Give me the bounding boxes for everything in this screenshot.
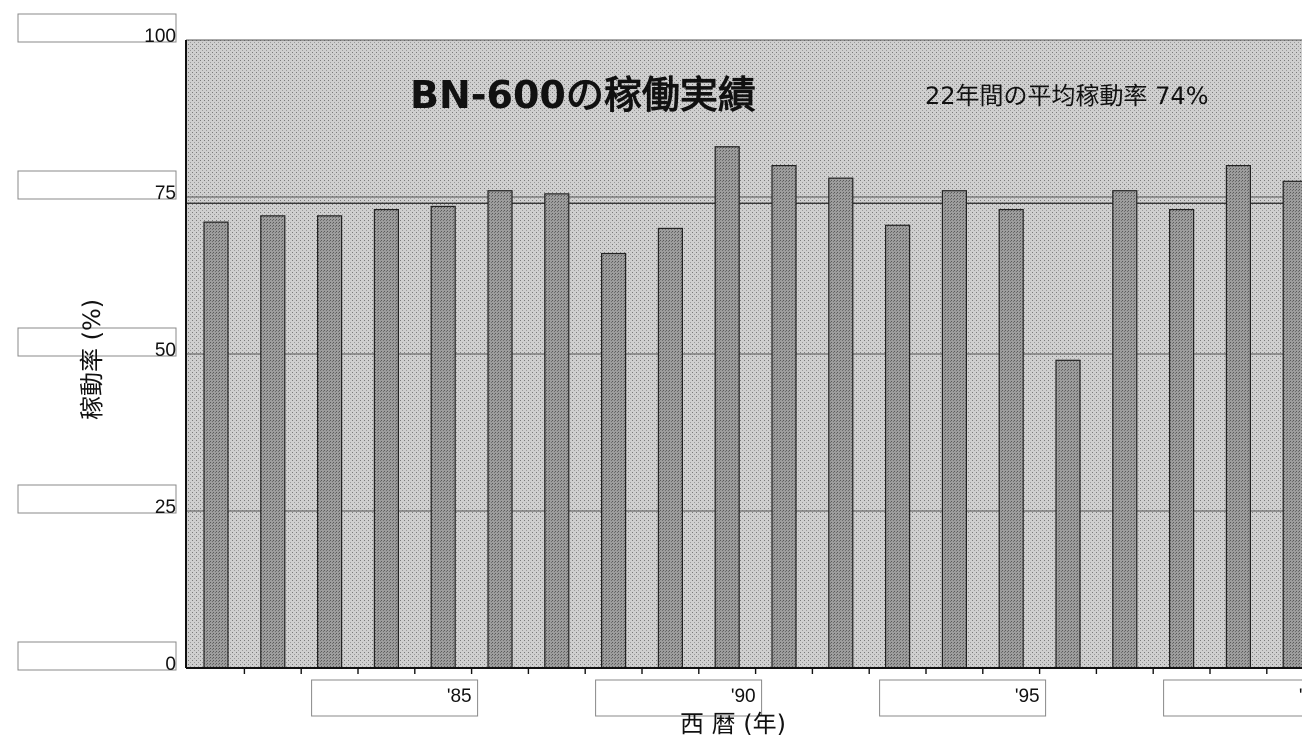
bar-1983 [317, 215, 343, 669]
bar-1996 [1055, 359, 1081, 669]
y-tick-box-3 [17, 170, 177, 200]
bar-1994 [941, 190, 968, 669]
bar-1998 [1168, 208, 1195, 669]
x-axis-label: 西 暦 (年) [680, 710, 786, 738]
bar-1992 [828, 177, 854, 669]
y-axis-label: 稼動率 (%) [78, 299, 106, 420]
y-tick-label-1: 25 [155, 497, 176, 518]
bar-1991 [771, 165, 797, 669]
y-tick-box-2 [17, 327, 177, 357]
bar-1989 [657, 227, 684, 669]
x-tick-label-1: '90 [731, 686, 756, 707]
y-tick-label-2: 50 [155, 340, 176, 361]
x-tick-box-0 [311, 679, 479, 717]
bar-1997 [1112, 190, 1138, 669]
bar-1993 [884, 224, 911, 669]
y-tick-box-0 [17, 641, 177, 671]
bar-2000 [1282, 180, 1302, 669]
y-tick-labels: 0 25 50 75 100 [17, 13, 177, 675]
chart-subtitle: 22年間の平均稼動率 74% [925, 82, 1209, 110]
bar-1982 [260, 215, 286, 669]
bar-1987 [544, 193, 570, 669]
y-tick-box-4 [17, 13, 177, 43]
x-tick-labels: '85 '90 '95 '00 [311, 679, 1302, 717]
chart-title: BN-600の稼働実績 [410, 73, 756, 117]
x-ticks [243, 668, 1268, 674]
y-tick-label-3: 75 [155, 183, 176, 204]
bar-1990 [714, 146, 740, 669]
bar-1988 [600, 252, 627, 669]
bar-1986 [487, 190, 513, 669]
x-tick-box-2 [879, 679, 1047, 717]
y-tick-box-1 [17, 484, 177, 514]
bar-1984 [373, 208, 399, 669]
x-tick-label-0: '85 [447, 686, 472, 707]
y-tick-label-4: 100 [144, 26, 176, 47]
bars [203, 146, 1302, 669]
x-tick-label-2: '95 [1015, 686, 1040, 707]
x-tick-box-3 [1163, 679, 1302, 717]
x-tick-box-1 [595, 679, 763, 717]
bar-1999 [1225, 165, 1252, 669]
y-tick-label-0: 0 [165, 654, 176, 675]
bar-1995 [998, 208, 1024, 669]
x-tick-label-3: '00 [1299, 686, 1302, 707]
bar-1985 [430, 205, 456, 669]
bar-1981 [203, 221, 229, 669]
